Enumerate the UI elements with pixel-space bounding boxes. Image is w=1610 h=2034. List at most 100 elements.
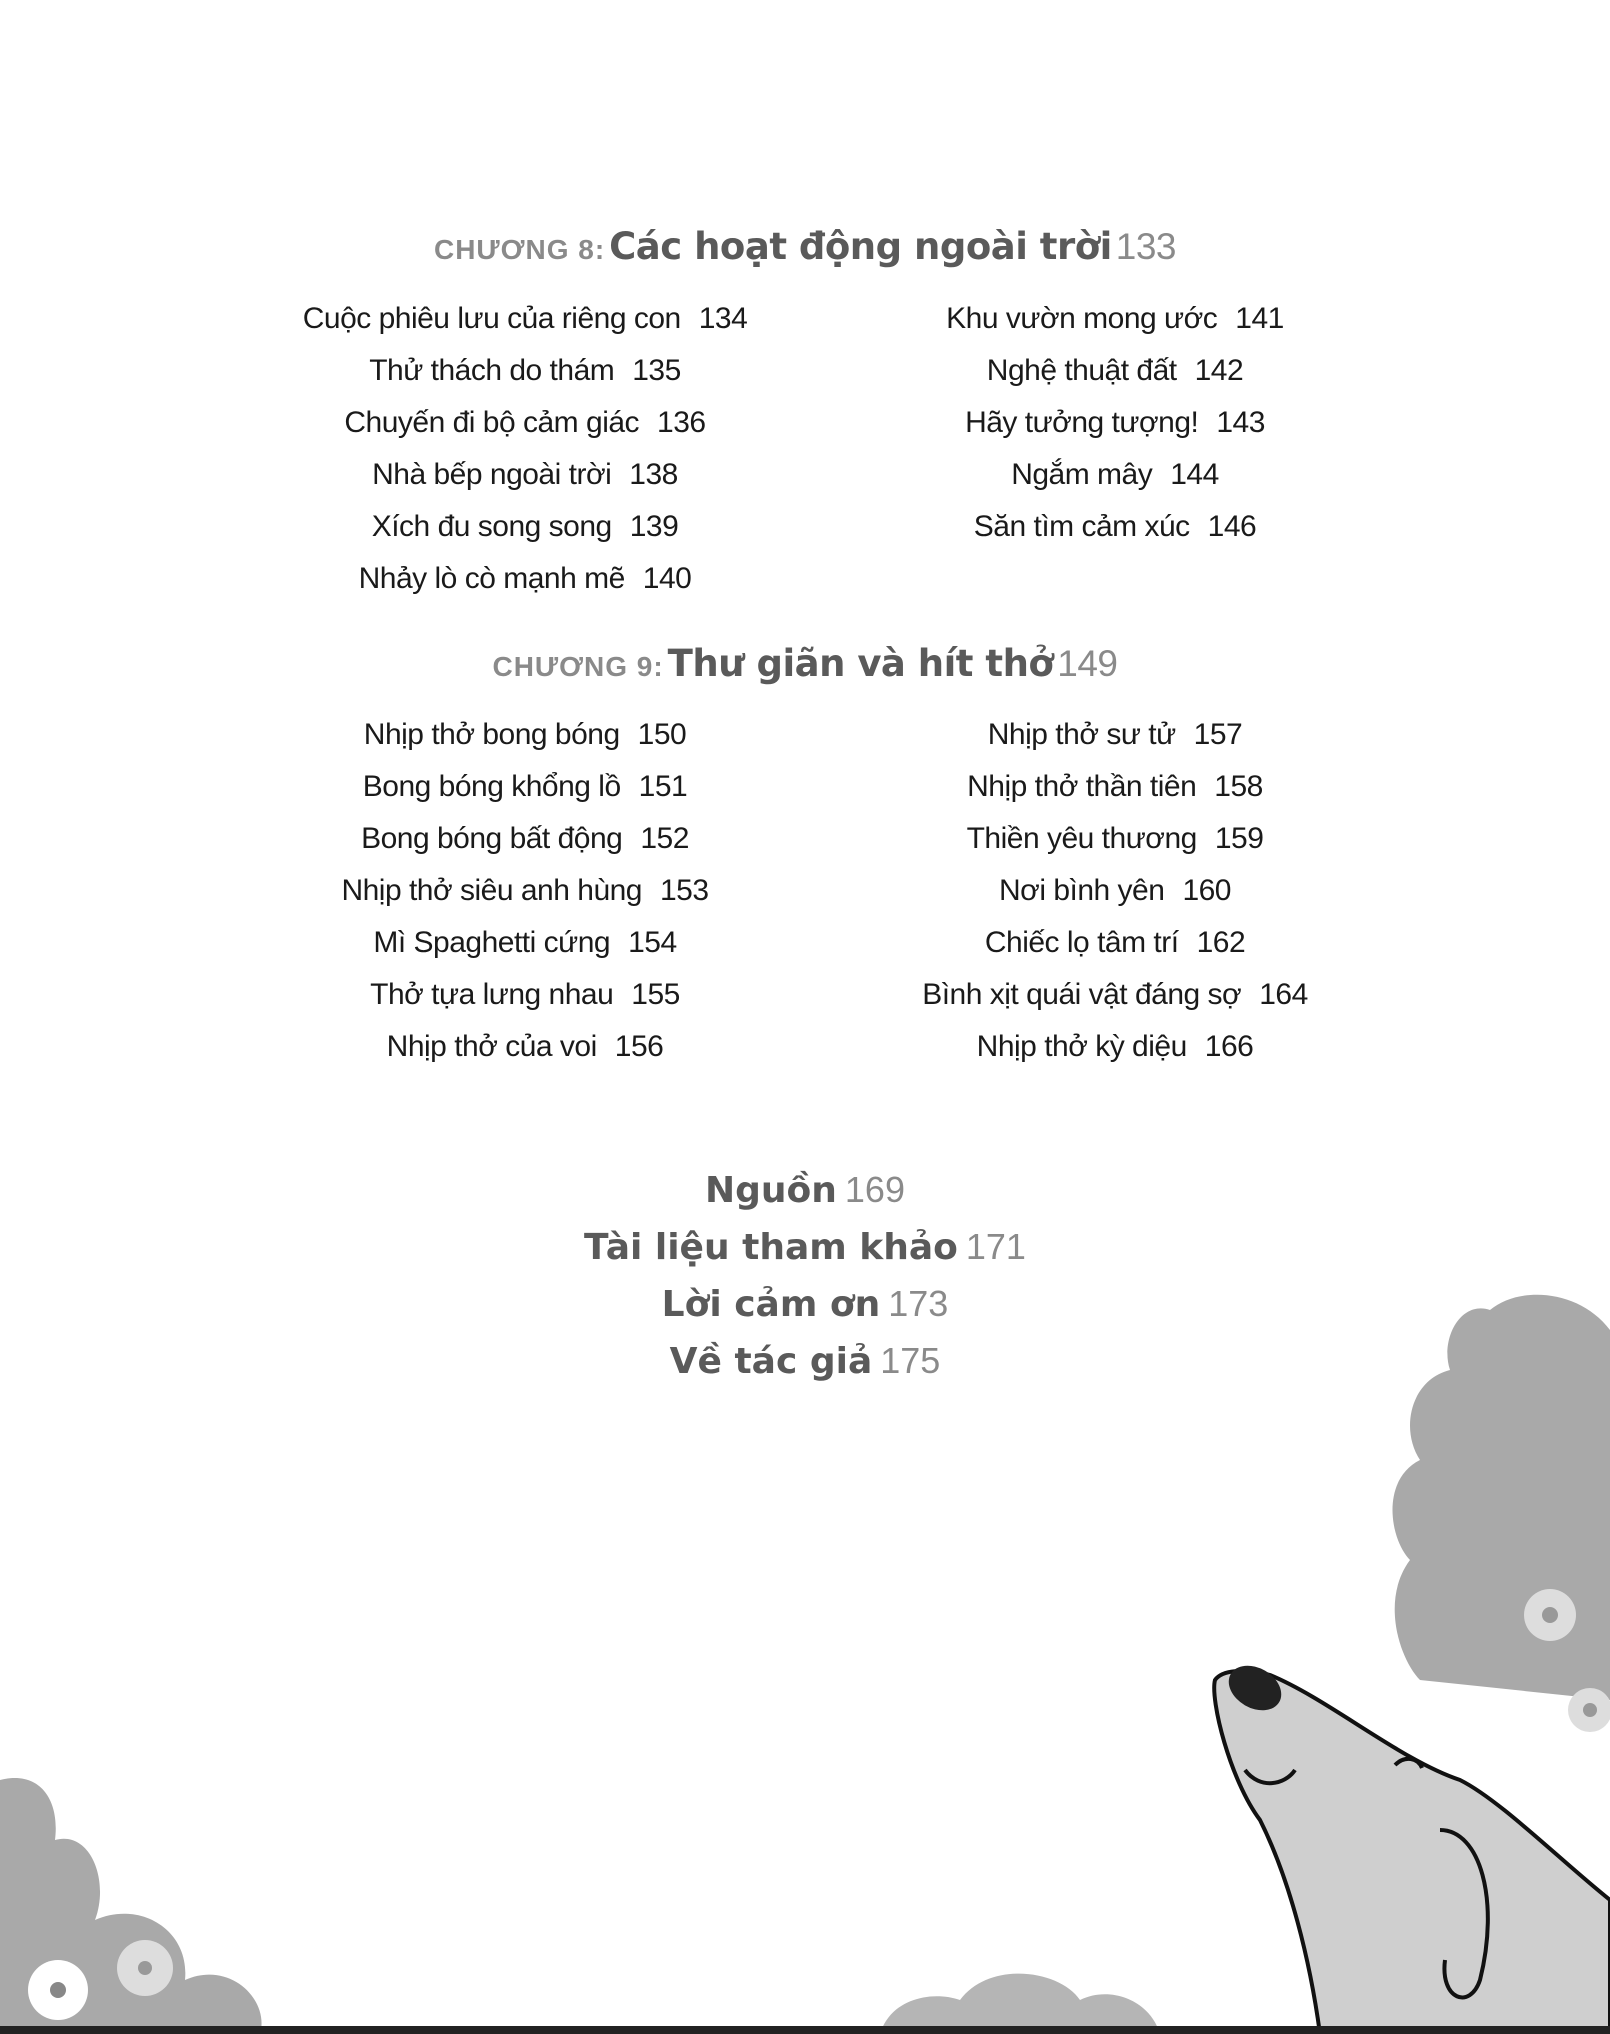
entry-title: Nhịp thở bong bóng bbox=[363, 718, 620, 751]
toc-entry: Xích đu song song 139 bbox=[175, 501, 875, 553]
entry-title: Lời cảm ơn bbox=[661, 1284, 881, 1325]
entry-page: 156 bbox=[614, 1030, 664, 1063]
back-matter-entry: Nguồn 169 bbox=[0, 1161, 1610, 1218]
entry-title: Nhịp thở thần tiên bbox=[967, 770, 1197, 803]
chapter-page: 133 bbox=[1115, 226, 1177, 267]
toc-entry: Nhịp thở siêu anh hùng 153 bbox=[175, 865, 875, 917]
back-matter-entry: Lời cảm ơn 173 bbox=[0, 1275, 1610, 1332]
chapter-8-left-list: Cuộc phiêu lưu của riêng con 134 Thử thách… bbox=[175, 293, 875, 605]
entry-page: 151 bbox=[638, 770, 688, 803]
entry-title: Tài liệu tham khảo bbox=[584, 1227, 958, 1268]
dog-ear bbox=[1439, 1828, 1490, 2000]
bush-bottom-left bbox=[0, 1778, 262, 2034]
toc-entry: Nhịp thở thần tiên 158 bbox=[765, 761, 1465, 813]
toc-entry: Khu vườn mong ước 141 bbox=[765, 293, 1465, 345]
toc-entry: Thử thách do thám 135 bbox=[175, 345, 875, 397]
entry-title: Nhảy lò cò mạnh mẽ bbox=[358, 562, 626, 595]
toc-entry: Ngắm mây 144 bbox=[765, 449, 1465, 501]
entry-title: Nhịp thở của voi bbox=[386, 1030, 598, 1063]
entry-title: Bong bóng bất động bbox=[361, 822, 623, 855]
entry-title: Chiếc lọ tâm trí bbox=[984, 926, 1179, 959]
entry-page: 153 bbox=[660, 874, 709, 907]
entry-title: Nơi bình yên bbox=[999, 874, 1165, 907]
chapter-9-right-list: Nhịp thở sư tử 157 Nhịp thở thần tiên 158 Th… bbox=[765, 709, 1465, 1073]
entry-page: 160 bbox=[1182, 874, 1231, 907]
entry-page: 157 bbox=[1193, 718, 1243, 751]
entry-page: 141 bbox=[1235, 302, 1284, 335]
entry-page: 138 bbox=[629, 458, 678, 491]
entry-title: Nhịp thở siêu anh hùng bbox=[341, 874, 642, 907]
toc-entry: Nhảy lò cò mạnh mẽ 140 bbox=[175, 553, 875, 605]
entry-title: Ngắm mây bbox=[1011, 458, 1153, 491]
entry-title: Cuộc phiêu lưu của riêng con bbox=[302, 302, 682, 335]
entry-page: 134 bbox=[698, 302, 748, 335]
entry-page: 171 bbox=[965, 1226, 1026, 1267]
chapter-title: Các hoạt động ngoài trời bbox=[609, 225, 1112, 268]
toc-entry: Nhịp thở bong bóng 150 bbox=[175, 709, 875, 761]
entry-page: 175 bbox=[880, 1340, 941, 1381]
entry-title: Thiền yêu thương bbox=[966, 822, 1198, 855]
entry-title: Nhịp thở sư tử bbox=[987, 718, 1176, 751]
toc-entry: Nhà bếp ngoài trời 138 bbox=[175, 449, 875, 501]
dog-mouth bbox=[1243, 1768, 1297, 1786]
entry-title: Chuyến đi bộ cảm giác bbox=[344, 406, 640, 439]
entry-page: 143 bbox=[1216, 406, 1265, 439]
entry-title: Mì Spaghetti cứng bbox=[373, 926, 611, 959]
entry-page: 135 bbox=[632, 354, 681, 387]
toc-entry: Nhịp thở sư tử 157 bbox=[765, 709, 1465, 761]
entry-page: 169 bbox=[844, 1169, 905, 1210]
dog-nose bbox=[1228, 1665, 1282, 1711]
entry-title: Bình xịt quái vật đáng sợ bbox=[922, 978, 1242, 1011]
entry-title: Về tác giả bbox=[669, 1341, 873, 1382]
entry-page: 162 bbox=[1196, 926, 1246, 959]
entry-page: 166 bbox=[1204, 1030, 1254, 1063]
back-matter-list: Nguồn 169 Tài liệu tham khảo 171 Lời cảm ơn 1… bbox=[0, 1161, 1610, 1389]
back-matter-entry: Tài liệu tham khảo 171 bbox=[0, 1218, 1610, 1275]
chapter-label: CHƯƠNG 9: bbox=[492, 651, 664, 682]
dog-eye bbox=[1393, 1756, 1424, 1769]
toc-entry: Nghệ thuật đất 142 bbox=[765, 345, 1465, 397]
entry-page: 152 bbox=[640, 822, 689, 855]
entry-page: 144 bbox=[1170, 458, 1219, 491]
entry-page: 155 bbox=[631, 978, 680, 1011]
entry-page: 146 bbox=[1207, 510, 1257, 543]
toc-entry: Bong bóng khổng lồ 151 bbox=[175, 761, 875, 813]
entry-title: Nhịp thở kỳ diệu bbox=[976, 1030, 1188, 1063]
chapter-8-heading: CHƯƠNG 8: Các hoạt động ngoài trời 133 bbox=[0, 225, 1610, 268]
chapter-9-heading: CHƯƠNG 9: Thư giãn và hít thở 149 bbox=[0, 642, 1610, 685]
chapter-title: Thư giãn và hít thở bbox=[667, 642, 1054, 685]
entry-page: 150 bbox=[637, 718, 687, 751]
back-matter-entry: Về tác giả 175 bbox=[0, 1332, 1610, 1389]
entry-title: Săn tìm cảm xúc bbox=[973, 510, 1190, 543]
entry-page: 159 bbox=[1214, 822, 1264, 855]
entry-title: Hãy tưởng tượng! bbox=[965, 406, 1199, 439]
entry-title: Nhà bếp ngoài trời bbox=[372, 458, 612, 491]
entry-title: Xích đu song song bbox=[371, 510, 613, 543]
entry-page: 158 bbox=[1214, 770, 1263, 803]
toc-entry: Thở tựa lưng nhau 155 bbox=[175, 969, 875, 1021]
toc-entry: Nơi bình yên 160 bbox=[765, 865, 1465, 917]
toc-entry: Săn tìm cảm xúc 146 bbox=[765, 501, 1465, 553]
chapter-8-right-list: Khu vườn mong ước 141 Nghệ thuật đất 142 Hãy… bbox=[765, 293, 1465, 553]
chapter-9-left-list: Nhịp thở bong bóng 150 Bong bóng khổng lồ 1… bbox=[175, 709, 875, 1073]
entry-title: Bong bóng khổng lồ bbox=[362, 770, 621, 803]
toc-entry: Thiền yêu thương 159 bbox=[765, 813, 1465, 865]
entry-page: 139 bbox=[629, 510, 679, 543]
chapter-page: 149 bbox=[1057, 643, 1118, 684]
toc-entry: Chiếc lọ tâm trí 162 bbox=[765, 917, 1465, 969]
entry-title: Nguồn bbox=[705, 1170, 837, 1211]
entry-page: 154 bbox=[628, 926, 677, 959]
dog bbox=[1212, 1665, 1610, 2034]
toc-entry: Nhịp thở kỳ diệu 166 bbox=[765, 1021, 1465, 1073]
entry-page: 173 bbox=[888, 1283, 949, 1324]
toc-entry: Nhịp thở của voi 156 bbox=[175, 1021, 875, 1073]
entry-title: Khu vườn mong ước bbox=[946, 302, 1218, 335]
entry-title: Nghệ thuật đất bbox=[986, 354, 1177, 387]
entry-page: 136 bbox=[657, 406, 706, 439]
entry-page: 140 bbox=[642, 562, 692, 595]
toc-entry: Bong bóng bất động 152 bbox=[175, 813, 875, 865]
entry-page: 164 bbox=[1259, 978, 1308, 1011]
toc-entry: Cuộc phiêu lưu của riêng con 134 bbox=[175, 293, 875, 345]
toc-entry: Hãy tưởng tượng! 143 bbox=[765, 397, 1465, 449]
